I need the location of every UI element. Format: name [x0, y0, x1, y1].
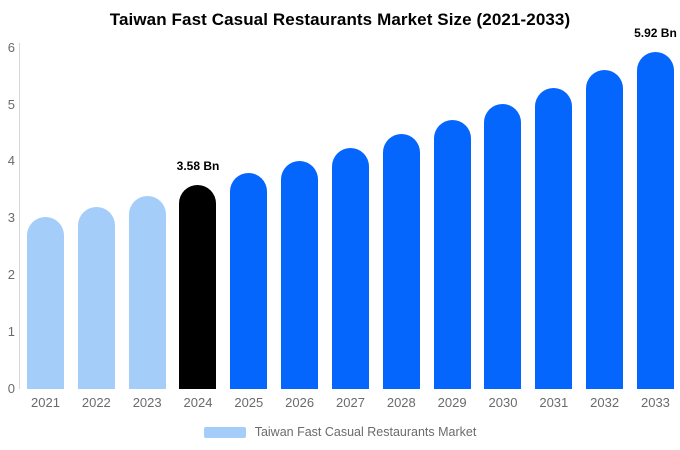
- x-tick-label-2028: 2028: [386, 395, 416, 410]
- bar-2026: [281, 161, 319, 389]
- bar-2024: [179, 185, 217, 389]
- x-tick-label-2027: 2027: [336, 395, 365, 410]
- y-tick-label-5: 5: [7, 96, 15, 112]
- bar-2022: [77, 206, 115, 389]
- y-tick-label-1: 1: [7, 324, 15, 340]
- x-tick-label-2030: 2030: [488, 395, 518, 410]
- x-tick-label-2024: 2024: [183, 395, 213, 410]
- value-label-2024: 3.58 Bn: [176, 159, 220, 174]
- bar-2031: [535, 87, 573, 389]
- bar-2023: [128, 196, 166, 389]
- legend: Taiwan Fast Casual Restaurants Market: [0, 425, 680, 439]
- x-tick-label-2029: 2029: [437, 395, 467, 410]
- y-axis-line: [19, 43, 20, 389]
- x-tick-label-2026: 2026: [285, 395, 315, 410]
- bar-2028: [382, 134, 420, 389]
- bar-2021: [27, 216, 64, 389]
- legend-label: Taiwan Fast Casual Restaurants Market: [254, 425, 477, 439]
- x-tick-label-2033: 2033: [640, 395, 670, 410]
- bar-2025: [230, 173, 268, 389]
- x-tick-label-2021: 2021: [31, 395, 60, 410]
- x-tick-label-2025: 2025: [234, 395, 264, 410]
- bar-2032: [586, 70, 624, 389]
- chart-title: Taiwan Fast Casual Restaurants Market Si…: [109, 10, 571, 29]
- bar-2030: [484, 103, 522, 389]
- value-label-2033: 5.92 Bn: [634, 26, 677, 41]
- y-tick-label-6: 6: [7, 39, 15, 55]
- y-tick-label-3: 3: [7, 210, 15, 226]
- bar-2027: [331, 148, 369, 389]
- legend-swatch: [203, 426, 246, 438]
- y-tick-label-2: 2: [7, 267, 15, 283]
- x-tick-label-2022: 2022: [81, 395, 111, 410]
- x-tick-label-2032: 2032: [590, 395, 620, 410]
- y-tick-label-4: 4: [7, 153, 15, 169]
- x-tick-label-2023: 2023: [132, 395, 162, 410]
- bar-2029: [433, 119, 471, 389]
- x-tick-label-2031: 2031: [539, 395, 569, 410]
- bar-2033: [636, 52, 674, 389]
- y-tick-label-0: 0: [7, 381, 15, 396]
